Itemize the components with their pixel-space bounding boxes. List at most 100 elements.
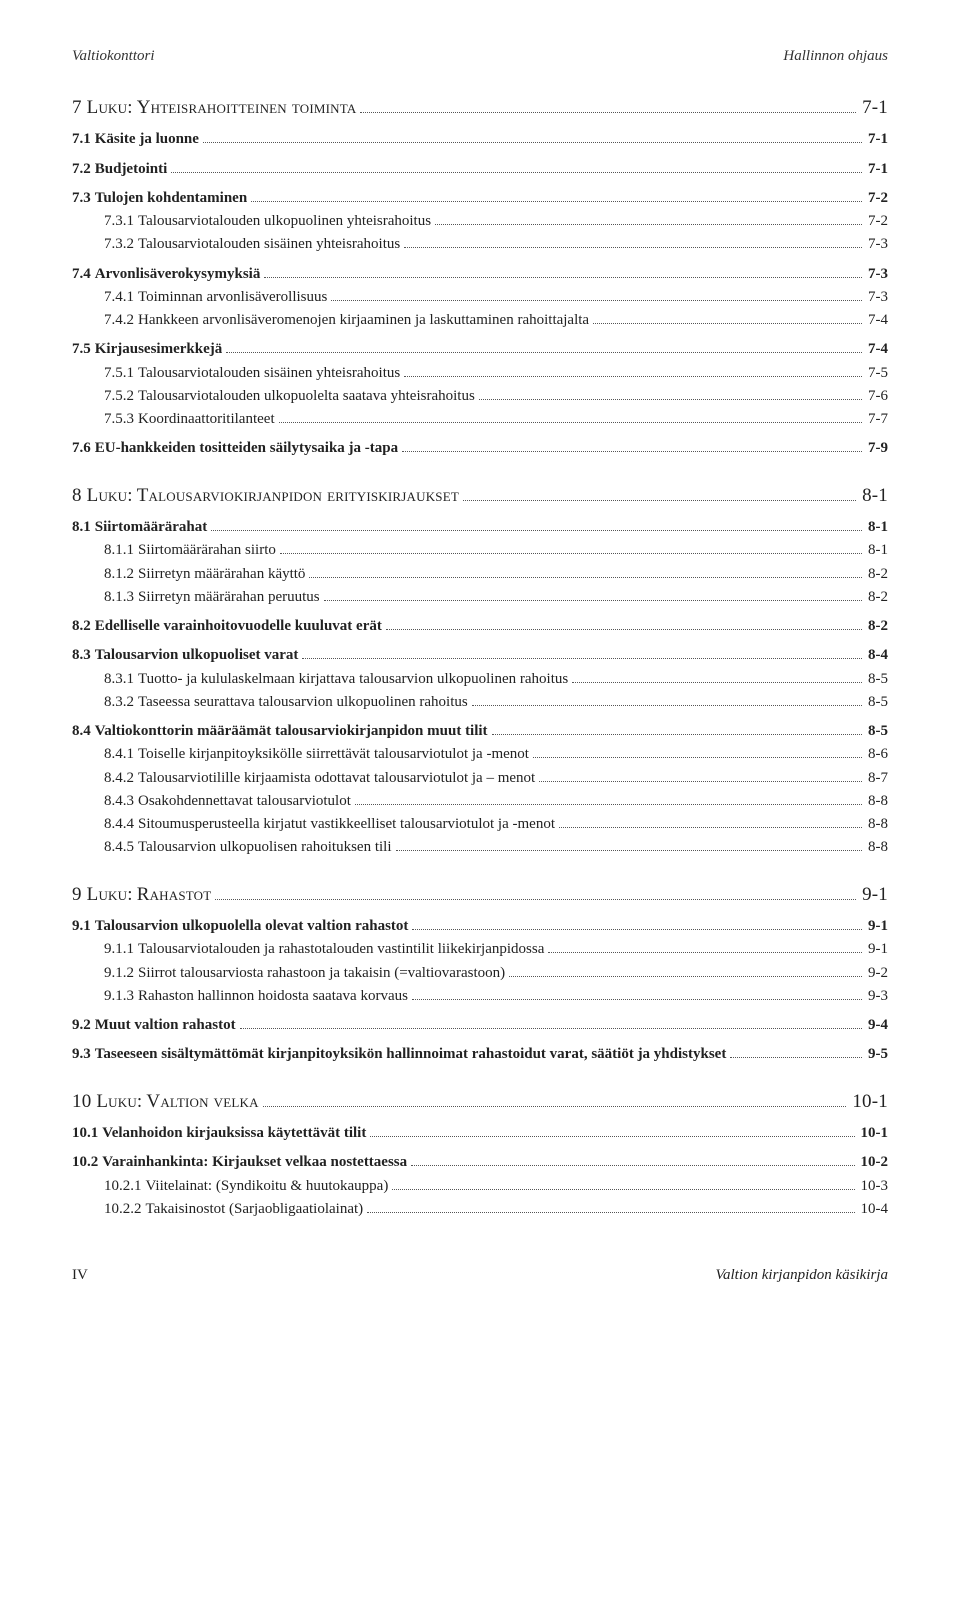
toc-entry-title: Valtiokonttorin määräämät talousarviokir… [95,720,488,743]
toc-leader [367,1200,854,1213]
toc-entry: 7.3.2 Talousarviotalouden sisäinen yhtei… [72,233,888,256]
toc-leader [396,838,863,851]
toc-leader [370,1124,854,1137]
page-number: IV [72,1267,88,1284]
toc-entry-page: 7-1 [866,158,888,181]
toc-entry-page: 8-5 [866,720,888,743]
toc-entry-title: Rahastot [137,880,212,909]
toc-entry-page: 10-3 [859,1175,889,1198]
toc-entry-page: 9-1 [860,880,888,909]
toc-entry-number: 8.1.2 [104,563,138,586]
toc-entry-number: 9.3 [72,1043,95,1066]
toc-entry: 7.2 Budjetointi7-1 [72,158,888,181]
toc-entry-title: Arvonlisäverokysymyksiä [95,263,261,286]
toc-entry-number: 7.6 [72,437,95,460]
toc-entry-number: 10.2.1 [104,1175,146,1198]
toc-entry-title: Talousarviotilille kirjaamista odottavat… [138,767,535,790]
toc-entry-page: 7-4 [866,309,888,332]
toc-entry: 7 Luku: Yhteisrahoitteinen toiminta7-1 [72,93,888,122]
toc-entry: 8.3.2 Taseessa seurattava talousarvion u… [72,691,888,714]
toc-entry-title: Talousarviotalouden ulkopuolelta saatava… [138,385,475,408]
toc-entry-title: Tulojen kohdentaminen [95,187,247,210]
toc-entry: 9.3 Taseeseen sisältymättömät kirjanpito… [72,1043,888,1066]
toc-entry: 8.4.2 Talousarviotilille kirjaamista odo… [72,767,888,790]
toc-entry-number: 10.2.2 [104,1198,146,1221]
toc-entry-title: Muut valtion rahastot [95,1014,236,1037]
toc-entry-number: 7.3.1 [104,210,138,233]
toc-entry-number: 7 Luku: [72,93,137,122]
toc-entry: 10.2 Varainhankinta: Kirjaukset velkaa n… [72,1151,888,1174]
toc-leader [171,160,862,173]
toc-leader [211,518,862,531]
toc-entry-page: 9-1 [866,915,888,938]
toc-leader [559,815,862,828]
toc-entry-title: Kirjausesimerkkejä [95,338,222,361]
toc-entry-page: 8-1 [860,481,888,510]
toc-leader [730,1045,862,1058]
toc-entry-number: 7.3.2 [104,233,138,256]
toc-entry: 7.6 EU-hankkeiden tositteiden säilytysai… [72,437,888,460]
toc-entry-number: 9.2 [72,1014,95,1037]
toc-entry-title: Viitelainat: (Syndikoitu & huutokauppa) [146,1175,389,1198]
toc-entry-number: 7.4.1 [104,286,138,309]
toc-entry-number: 7.4.2 [104,309,138,332]
toc-entry-title: EU-hankkeiden tositteiden säilytysaika j… [95,437,398,460]
toc-leader [386,617,862,630]
toc-entry-page: 9-2 [866,962,888,985]
toc-leader [279,410,862,423]
toc-leader [203,130,862,143]
toc-entry-page: 8-8 [866,836,888,859]
toc-entry-page: 7-2 [866,187,888,210]
toc-entry: 7.4.2 Hankkeen arvonlisäveromenojen kirj… [72,309,888,332]
toc-leader [539,769,862,782]
runhead-right: Hallinnon ohjaus [783,48,888,65]
toc-entry: 8.3.1 Tuotto- ja kululaskelmaan kirjatta… [72,668,888,691]
toc-entry-page: 8-5 [866,691,888,714]
toc-entry-page: 8-2 [866,563,888,586]
toc-entry-number: 7.4 [72,263,95,286]
toc-entry-page: 8-1 [866,539,888,562]
toc-entry: 8.1.3 Siirretyn määrärahan peruutus8-2 [72,586,888,609]
toc-entry-title: Talousarviotalouden sisäinen yhteisrahoi… [138,362,400,385]
toc-entry-number: 8.3.2 [104,691,138,714]
toc-entry-title: Siirtomäärärahat [95,516,207,539]
toc-entry: 9.1.3 Rahaston hallinnon hoidosta saatav… [72,985,888,1008]
toc-entry-number: 8.1 [72,516,95,539]
toc-leader [360,97,856,113]
toc-entry-title: Velanhoidon kirjauksissa käytettävät til… [102,1122,366,1145]
toc-entry-number: 8.4.5 [104,836,138,859]
toc-entry-page: 9-1 [866,938,888,961]
toc-entry: 7.5 Kirjausesimerkkejä7-4 [72,338,888,361]
toc-leader [509,964,862,977]
toc-leader [463,485,856,501]
toc-entry: 7.5.1 Talousarviotalouden sisäinen yhtei… [72,362,888,385]
toc-entry: 8.1 Siirtomäärärahat8-1 [72,516,888,539]
toc-leader [412,987,862,1000]
toc-entry: 7.3 Tulojen kohdentaminen7-2 [72,187,888,210]
toc-entry-title: Talousarviokirjanpidon erityiskirjaukset [137,481,459,510]
toc-entry-page: 7-1 [860,93,888,122]
toc-leader [215,883,856,899]
runhead-left: Valtiokonttori [72,48,155,65]
toc-entry-number: 10.2 [72,1151,102,1174]
toc-entry-page: 10-1 [859,1122,889,1145]
toc-entry-page: 8-2 [866,615,888,638]
toc-leader [435,212,862,225]
toc-entry-page: 8-6 [866,743,888,766]
toc-entry-number: 7.1 [72,128,95,151]
toc-entry-number: 9.1 [72,915,95,938]
toc-entry-title: Talousarviotalouden ja rahastotalouden v… [138,938,544,961]
toc-entry-page: 7-4 [866,338,888,361]
toc-entry-page: 10-1 [850,1087,888,1116]
toc-entry: 7.5.2 Talousarviotalouden ulkopuolelta s… [72,385,888,408]
toc-entry-number: 9.1.2 [104,962,138,985]
toc-leader [392,1177,854,1190]
toc-entry-number: 9.1.3 [104,985,138,1008]
toc-leader [533,745,862,758]
toc-entry-title: Taseessa seurattava talousarvion ulkopuo… [138,691,468,714]
toc-entry-title: Toiminnan arvonlisäverollisuus [138,286,327,309]
toc-entry-number: 10.1 [72,1122,102,1145]
toc-entry-page: 7-3 [866,233,888,256]
toc-entry-page: 10-4 [859,1198,889,1221]
running-head: Valtiokonttori Hallinnon ohjaus [72,48,888,65]
